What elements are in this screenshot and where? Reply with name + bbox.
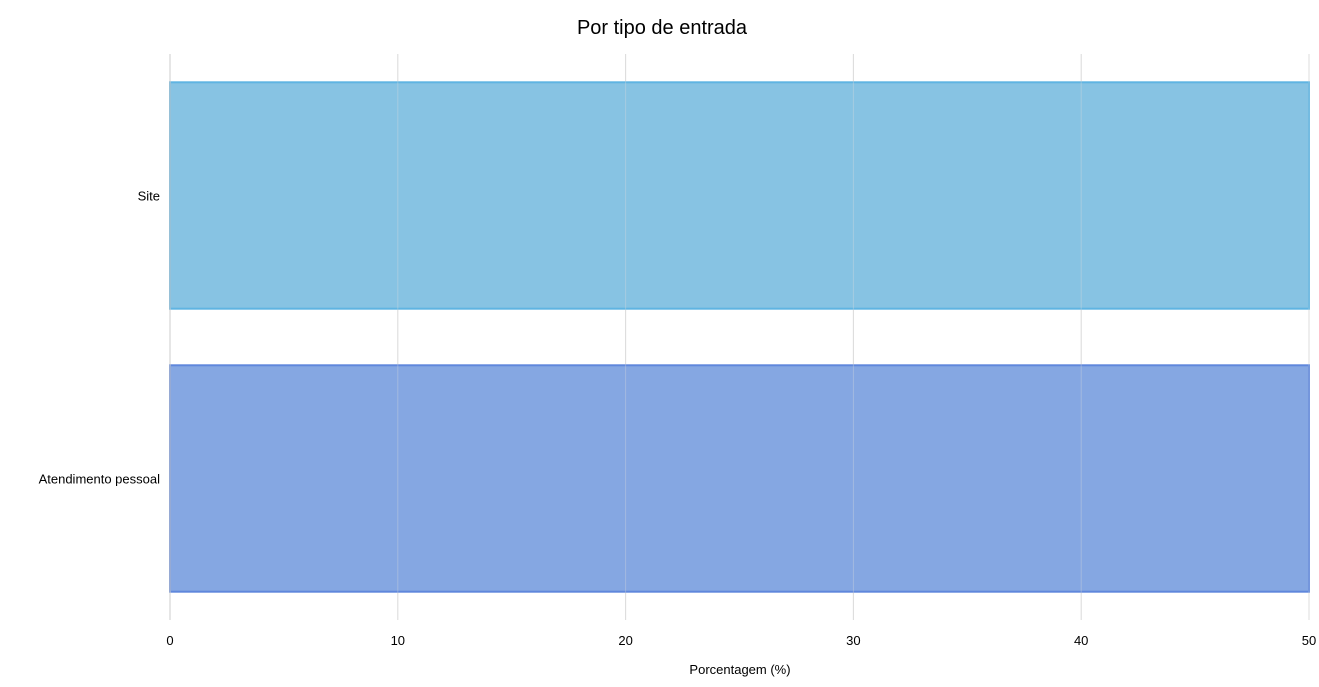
- x-tick-label: 0: [166, 633, 173, 648]
- chart-title: Por tipo de entrada: [577, 17, 748, 39]
- x-tick-label: 40: [1074, 633, 1088, 648]
- tick-labels: 0 10 20 30 40 50 Site Atendimento pessoal: [39, 189, 1317, 649]
- x-tick-label: 20: [618, 633, 632, 648]
- x-axis-label: Porcentagem (%): [689, 662, 790, 677]
- bar-site[interactable]: [169, 81, 1310, 310]
- x-tick-label: 30: [846, 633, 860, 648]
- bars: [169, 81, 1310, 593]
- y-category-label: Atendimento pessoal: [39, 472, 161, 487]
- x-tick-label: 50: [1302, 633, 1316, 648]
- axes: [169, 54, 1310, 620]
- bar-atendimento-pessoal[interactable]: [169, 364, 1310, 593]
- y-category-label: Site: [138, 189, 160, 204]
- x-tick-label: 10: [391, 633, 405, 648]
